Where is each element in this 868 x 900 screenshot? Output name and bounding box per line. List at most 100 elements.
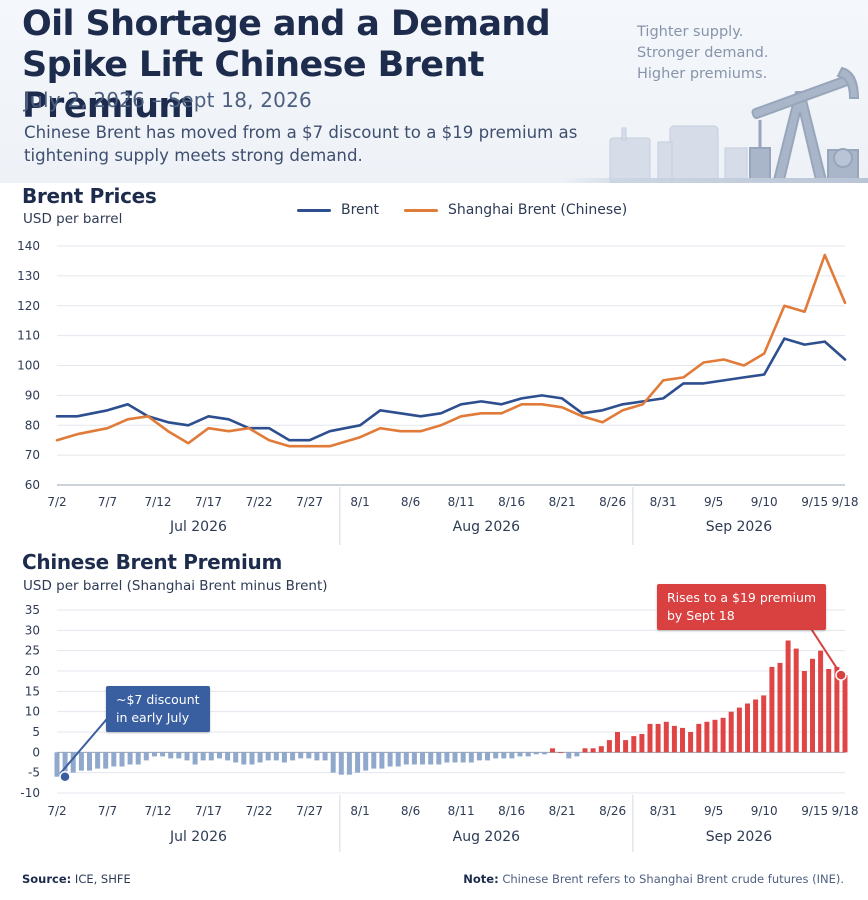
premium-bar [606,740,612,753]
brent-x-tick-label: 9/10 [751,495,778,509]
premium-bar [688,732,694,753]
premium-bar [87,752,92,771]
pumpjack-icon [749,66,860,181]
premium-bar [281,752,287,763]
legend-shanghai-label: Shanghai Brent (Chinese) [448,202,628,218]
brent-x-tick-label: 7/22 [246,495,273,509]
premium-bar [745,703,750,753]
note-label: Note: [463,872,499,886]
brent-month-label: Aug 2026 [453,519,521,535]
brent-price-chart: 60 70 80 90 100 110 120 130 140 7/2 7/7 7/12 7/17 7/2… [17,239,858,545]
page-subtitle: Chinese Brent has moved from a $7 discou… [24,123,578,165]
premium-callout: Rises to a $19 premium by Sept 18 [657,584,827,630]
premium-bar [525,752,531,757]
brent-x-tick-label: 8/21 [549,495,576,509]
premium-x-tick-label: 7/2 [47,804,66,818]
brent-x-tick-label: 8/26 [599,495,626,509]
premium-bar [363,752,369,771]
brent-y-tick-label: 140 [17,239,40,253]
footer-source: Source: ICE, SHFE [22,872,131,886]
premium-bar [704,721,710,753]
premium-bar [501,752,507,759]
premium-bar [62,752,68,773]
premium-bar [615,732,620,753]
brent-x-tick-label: 7/12 [145,495,172,509]
tagline-line-2: Stronger demand. [637,45,769,61]
brent-y-tick-label: 110 [17,329,40,343]
footer-note: Note: Chinese Brent refers to Shanghai B… [463,872,844,886]
premium-y-tick-label: 15 [25,684,40,698]
premium-marker [835,669,847,681]
premium-bar [290,752,296,761]
premium-bar [338,752,344,775]
brent-month-label: Sep 2026 [706,519,773,535]
brent-x-tick-label: 7/2 [47,495,66,509]
premium-x-tick-label: 7/12 [145,804,172,818]
premium-bar [452,752,458,763]
legend-brent: Brent [297,202,379,218]
premium-month-label: Jul 2026 [169,829,227,845]
premium-bar [541,752,547,755]
premium-bar [680,727,685,753]
premium-bar [793,648,799,753]
brent-series-line [55,337,847,442]
brent-x-tick-label: 9/18 [832,495,859,509]
premium-x-tick-label: 8/31 [650,804,677,818]
premium-bar [533,752,539,755]
premium-bar [346,752,352,775]
note-text: Chinese Brent refers to Shanghai Brent c… [502,872,844,886]
premium-bar [306,752,312,759]
premium-x-tick-label: 8/26 [599,804,626,818]
premium-bar [78,752,84,771]
premium-bar [371,752,377,769]
premium-bar [842,675,848,753]
premium-y-tick-label: 20 [25,664,40,678]
premium-chart-title: Chinese Brent Premium [22,550,282,574]
premium-x-tick-label: 8/16 [498,804,525,818]
premium-bar [436,752,442,765]
premium-x-tick-label: 9/10 [751,804,778,818]
brent-x-tick-label: 8/16 [498,495,525,509]
premium-bar [476,752,482,761]
premium-month-label: Aug 2026 [453,829,521,845]
brent-x-tick-label: 8/6 [401,495,420,509]
premium-y-tick-label: 0 [32,745,40,759]
premium-bar [720,717,726,753]
premium-bar [655,723,661,753]
source-label: Source: [22,872,72,886]
premium-bar [135,752,141,765]
header-banner: Oil Shortage and a Demand Spike Lift Chi… [0,0,868,183]
premium-bar [208,752,214,761]
premium-bar [298,752,304,759]
premium-bar [192,752,198,765]
premium-y-tick-label: 5 [32,725,40,739]
premium-bar [623,740,629,753]
premium-bar [493,752,499,759]
premium-x-tick-label: 8/1 [350,804,369,818]
premium-y-tick-label: 10 [25,705,40,719]
premium-bar [152,752,157,757]
legend-shanghai-swatch [404,208,438,212]
premium-bar [671,725,677,753]
brent-y-tick-label: 130 [17,269,40,283]
page-title: Oil Shortage and a Demand Spike Lift Chi… [22,4,551,126]
premium-bar [217,752,222,759]
premium-bar [241,752,247,765]
premium-x-tick-label: 7/7 [98,804,117,818]
premium-x-tick-label: 7/27 [296,804,323,818]
premium-bar [728,711,734,753]
premium-bar [70,752,76,773]
brent-month-label: Jul 2026 [169,519,227,535]
premium-bar [225,752,231,761]
premium-bar [509,752,515,759]
premium-bar [119,752,125,767]
premium-bar [387,752,393,767]
brent-x-tick-label: 8/31 [650,495,677,509]
premium-bar [785,640,791,753]
premium-bar [95,752,101,769]
premium-bar [168,752,174,759]
premium-y-tick-label: -10 [20,786,40,800]
discount-callout: ~$7 discount in early July [106,686,210,732]
tagline-line-1: Tighter supply. [637,24,744,40]
